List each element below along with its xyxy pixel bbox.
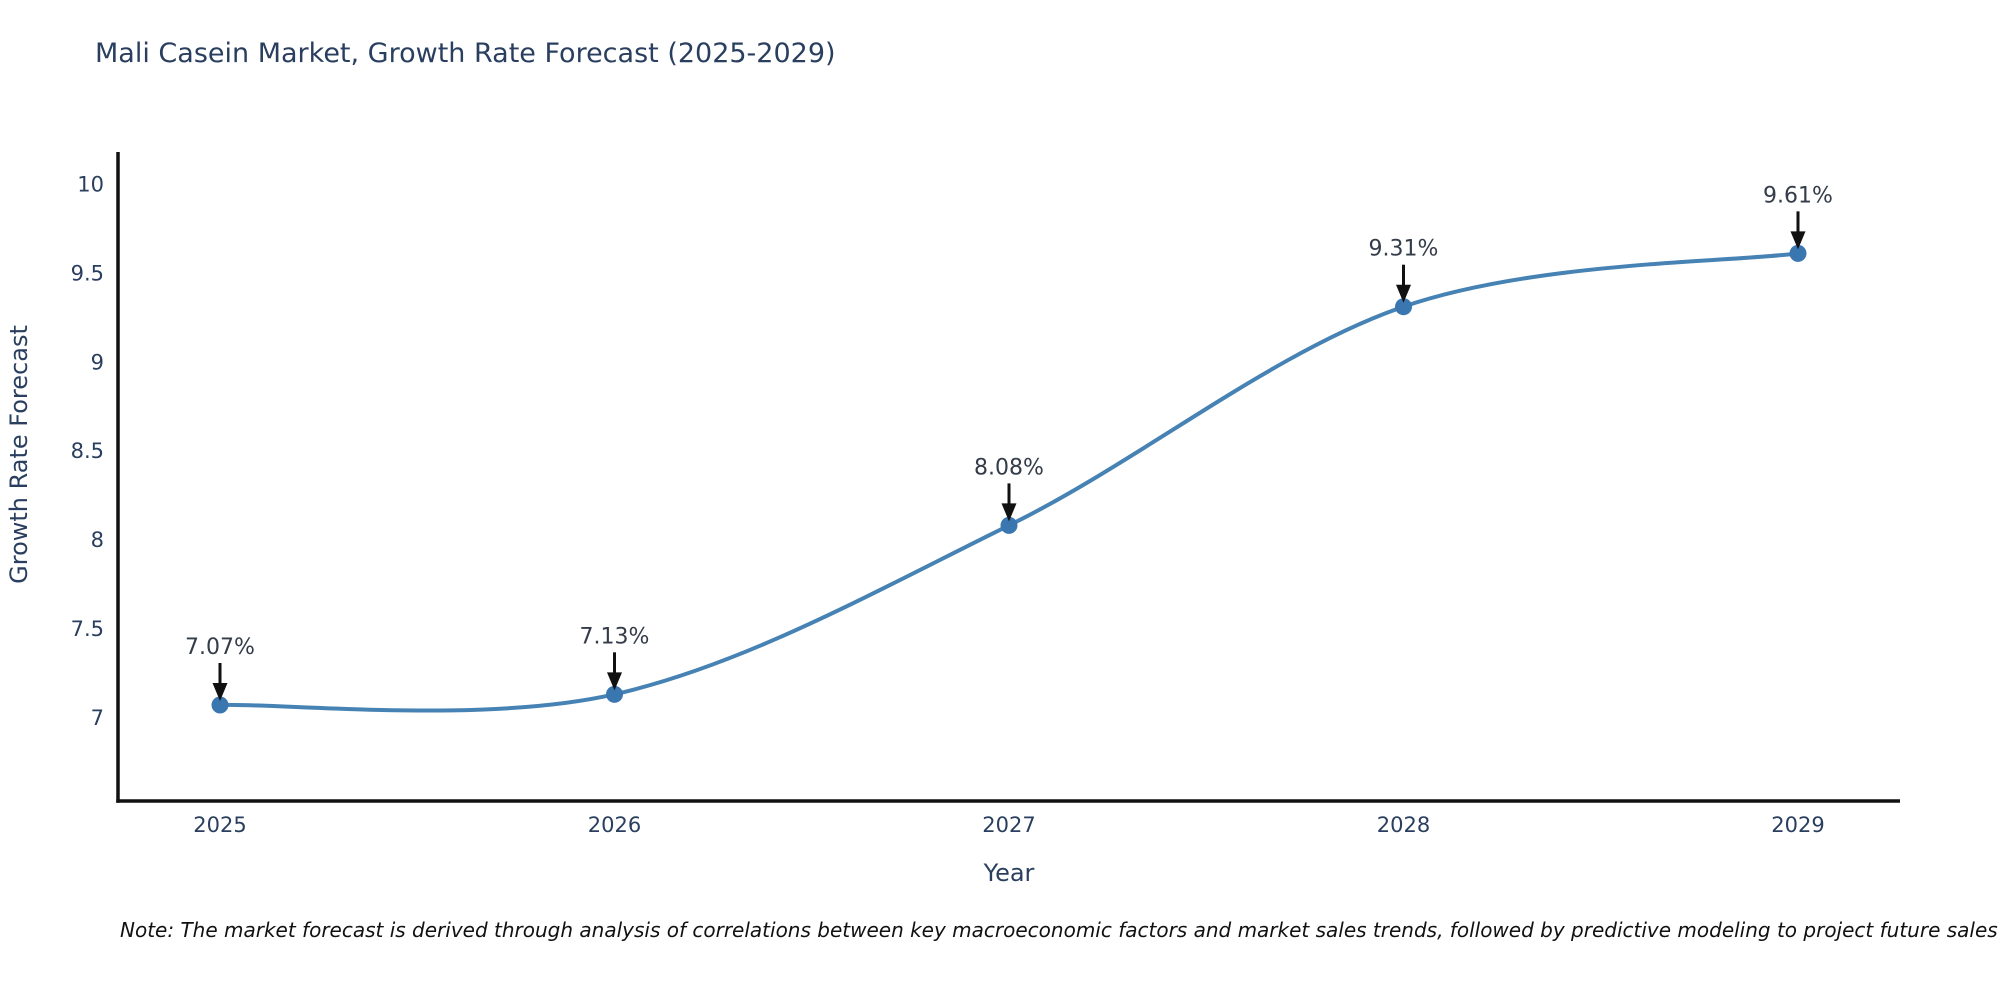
y-tick-label: 9.5 bbox=[71, 261, 104, 285]
annotation-arrowhead-icon bbox=[212, 682, 228, 701]
data-point bbox=[211, 696, 229, 714]
point-annotation: 8.08% bbox=[974, 455, 1044, 480]
y-axis-title: Growth Rate Forecast bbox=[5, 325, 33, 584]
y-tick-label: 7.5 bbox=[71, 617, 104, 641]
x-tick-label: 2028 bbox=[1377, 813, 1430, 837]
series-line bbox=[218, 251, 1800, 713]
footnote: Note: The market forecast is derived thr… bbox=[120, 918, 1998, 942]
y-tick-label: 10 bbox=[77, 173, 104, 197]
annotation-arrowhead-icon bbox=[1001, 503, 1017, 522]
x-tick-label: 2027 bbox=[982, 813, 1035, 837]
annotation-arrowhead-icon bbox=[607, 672, 622, 691]
annotation-arrowhead-icon bbox=[1396, 284, 1411, 303]
y-tick-label: 9 bbox=[91, 350, 104, 374]
x-tick-label: 2025 bbox=[193, 813, 246, 837]
x-axis-title: Year bbox=[983, 859, 1035, 887]
y-tick-label: 8 bbox=[91, 528, 104, 552]
x-tick-label: 2029 bbox=[1771, 813, 1824, 837]
annotation-arrowhead-icon bbox=[1790, 231, 1806, 250]
data-point bbox=[1000, 516, 1018, 534]
data-point bbox=[606, 685, 623, 703]
point-annotation: 9.31% bbox=[1369, 237, 1439, 262]
chart-title: Mali Casein Market, Growth Rate Forecast… bbox=[95, 38, 836, 69]
point-annotation: 7.07% bbox=[185, 635, 255, 660]
x-tick-label: 2026 bbox=[588, 813, 641, 837]
point-annotation: 9.61% bbox=[1763, 183, 1833, 208]
data-point bbox=[1789, 244, 1807, 262]
y-tick-label: 8.5 bbox=[71, 439, 104, 463]
point-annotation: 7.13% bbox=[580, 624, 650, 649]
data-point bbox=[1395, 298, 1412, 316]
y-tick-label: 7 bbox=[91, 706, 104, 730]
